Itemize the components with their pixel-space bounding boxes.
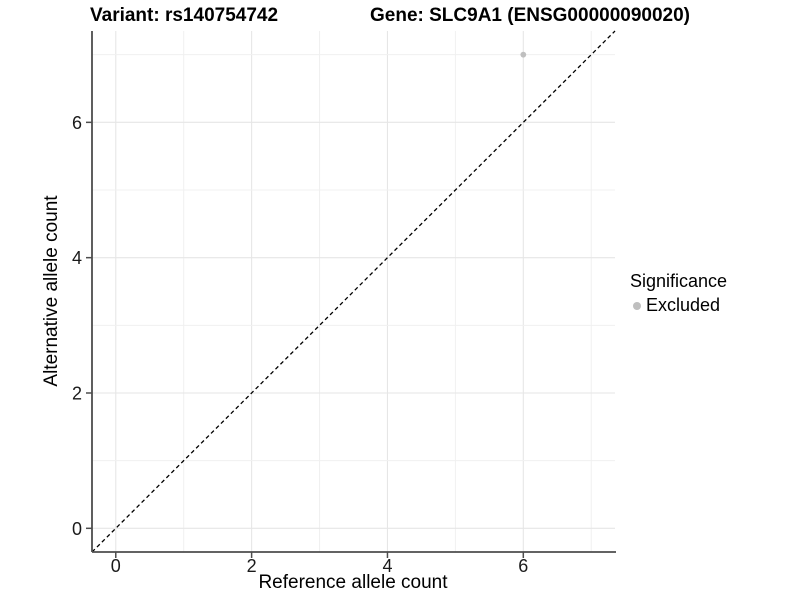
legend: Significance Excluded bbox=[630, 271, 727, 316]
x-axis-title: Reference allele count bbox=[258, 572, 448, 593]
plot-title-variant: Variant: rs140754742 bbox=[90, 5, 279, 26]
y-tick-label: 6 bbox=[72, 113, 82, 133]
legend-title: Significance bbox=[630, 271, 728, 291]
plot-title-gene: Gene: SLC9A1 (ENSG00000090020) bbox=[370, 5, 690, 26]
y-axis-title: Alternative allele count bbox=[41, 195, 62, 387]
circle-marker-icon bbox=[633, 301, 641, 310]
legend-item-label: Excluded bbox=[646, 295, 721, 315]
x-tick-label: 4 bbox=[382, 556, 392, 576]
x-tick-label: 6 bbox=[518, 556, 528, 576]
identity-line bbox=[91, 30, 616, 553]
legend-item-excluded: Excluded bbox=[630, 295, 727, 316]
x-tick-label: 2 bbox=[247, 556, 257, 576]
y-tick-label: 0 bbox=[72, 519, 82, 539]
x-tick-label: 0 bbox=[111, 556, 121, 576]
y-tick-label: 2 bbox=[72, 383, 82, 403]
data-point bbox=[520, 51, 527, 58]
y-tick-label: 4 bbox=[72, 248, 82, 268]
